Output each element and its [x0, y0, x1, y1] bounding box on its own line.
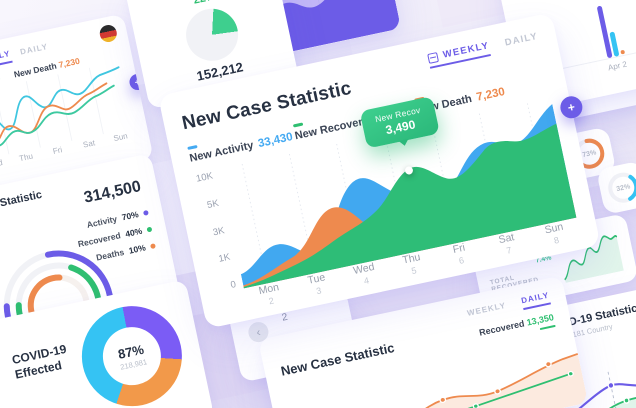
- new-case-statistic-card: WEEKLY DAILY New Case Statistic New Acti…: [158, 12, 601, 329]
- card-title: New Case Statistic: [279, 340, 396, 379]
- y-tick: 3K: [211, 224, 226, 238]
- orange-line: [0, 82, 108, 153]
- tab-daily[interactable]: DAILY: [19, 41, 49, 57]
- x-tick: Apr 2: [607, 59, 628, 73]
- y-tick: 5K: [206, 197, 220, 211]
- y-tick: 10K: [195, 170, 214, 185]
- gauge-arc: [608, 172, 636, 203]
- teal-line: [0, 84, 115, 159]
- recovered-area: [243, 123, 577, 289]
- gauge-percent: 32%: [615, 182, 631, 193]
- stat-dash-icon: [292, 122, 303, 128]
- covid-statistic-card: COVID-19 Statistic 181 Country Active Ca…: [486, 279, 636, 408]
- page-number[interactable]: 2: [280, 311, 289, 324]
- total-recovered-card: 353,430 ↑ 7.4% TOTAL RECOVERED: [470, 213, 636, 313]
- tl-line-chart[interactable]: [0, 61, 135, 161]
- legend-dot-icon: [142, 209, 149, 216]
- bm-area-chart[interactable]: [273, 344, 589, 408]
- new-case-statistic-bottom-card: New Case Statistic WEEKLY DAILY Recovere…: [258, 275, 589, 408]
- legend-dot-icon: [149, 242, 156, 249]
- tab-daily[interactable]: DAILY: [520, 290, 551, 311]
- activity-pie-chart: [181, 3, 243, 66]
- cs-line-chart[interactable]: [515, 355, 636, 408]
- tab-weekly[interactable]: WEEKLY: [466, 300, 507, 318]
- main-area-chart[interactable]: New Recov 3,490: [219, 96, 577, 289]
- bar-group: [591, 0, 626, 59]
- y-tick: 1K: [217, 251, 232, 266]
- weekly-lines-card: WEEKLY DAILY New Recovered 13,250 New De…: [0, 13, 154, 197]
- recovered-sparkline: [564, 235, 624, 283]
- cyan-line: [0, 66, 120, 143]
- stat-dash-icon: [187, 144, 198, 150]
- calendar-icon: [427, 51, 440, 64]
- y-tick: 0: [229, 279, 238, 291]
- effected-donut-chart: 87% 218,981: [72, 296, 192, 408]
- legend-dot-icon: [146, 226, 153, 232]
